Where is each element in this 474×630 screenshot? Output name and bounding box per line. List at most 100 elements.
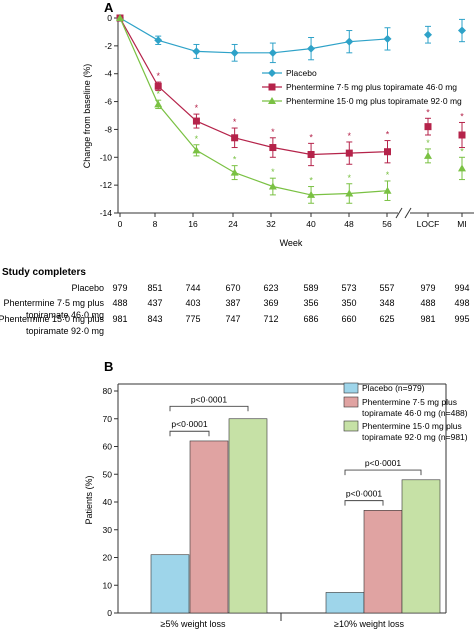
data-point bbox=[307, 151, 315, 158]
legend-bar-mid-swatch bbox=[343, 396, 359, 408]
legend-bar-placebo-label: Placebo (n=979) bbox=[362, 383, 425, 393]
data-point bbox=[345, 189, 354, 197]
data-point bbox=[424, 123, 432, 131]
significance-marker: * bbox=[233, 117, 237, 127]
data-point bbox=[384, 148, 391, 156]
series-line bbox=[119, 17, 388, 196]
p-value-label: p<0·0001 bbox=[346, 489, 382, 499]
significance-bracket bbox=[344, 500, 384, 506]
significance-bracket bbox=[169, 430, 210, 437]
data-point bbox=[231, 134, 239, 142]
x-tick-label: 56 bbox=[382, 219, 392, 229]
data-point bbox=[424, 30, 432, 39]
panel-a-legend: Placebo Phentermine 7·5 mg plus topirama… bbox=[262, 68, 462, 106]
x-tick-label: 0 bbox=[118, 219, 123, 229]
completers-row-label-2: topiramate 92·0 mg bbox=[26, 326, 104, 336]
legend-bar-high-label-2: topiramate 92·0 mg (n=981) bbox=[362, 432, 468, 442]
completers-cell: 437 bbox=[147, 298, 162, 308]
completers-cell: 488 bbox=[420, 298, 435, 308]
completers-cell: 775 bbox=[185, 314, 200, 324]
y-tick-label: -4 bbox=[104, 69, 112, 79]
completers-cell: 356 bbox=[303, 298, 318, 308]
x-tick-label: 16 bbox=[188, 219, 198, 229]
bar bbox=[150, 554, 190, 614]
data-point bbox=[345, 149, 353, 157]
p-value-label: p<0·0001 bbox=[365, 458, 401, 468]
panel-b-plot: p<0·0001 p<0·0001 p<0·0001 p<0·0001 bbox=[150, 394, 441, 614]
legend-high-label: Phentermine 15·0 mg plus topiramate 92·0… bbox=[286, 96, 462, 106]
data-point bbox=[458, 131, 466, 139]
significance-marker: * bbox=[195, 103, 199, 113]
completers-heading: Study completers bbox=[2, 267, 86, 278]
significance-bracket bbox=[344, 469, 422, 476]
completers-cell: 387 bbox=[225, 298, 240, 308]
legend-high-marker bbox=[268, 97, 276, 104]
y-tick-label: 0 bbox=[107, 608, 112, 618]
completers-row-label: Phentermine 15·0 mg plus bbox=[0, 314, 104, 324]
completers-cell: 995 bbox=[454, 314, 469, 324]
x-tick-label: 8 bbox=[153, 219, 158, 229]
completers-cell: 981 bbox=[420, 314, 435, 324]
completers-cell: 573 bbox=[341, 283, 356, 293]
legend-bar-mid-label-2: topiramate 46·0 mg (n=488) bbox=[362, 408, 468, 418]
data-point bbox=[192, 117, 200, 125]
completers-cell: 744 bbox=[185, 283, 200, 293]
significance-marker: * bbox=[460, 111, 464, 121]
completers-row-label: Placebo bbox=[71, 283, 104, 293]
panel-a-plot: * * * * * * * * * * * * * * * * * * bbox=[116, 14, 466, 204]
legend-placebo-marker bbox=[268, 69, 276, 77]
completers-cell: 557 bbox=[379, 283, 394, 293]
panel-a-axes: 0 -2 -4 -6 -8 -10 -12 -14 0 8 16 24 32 40 48 56 LOCF MI bbox=[100, 13, 474, 229]
category-label: ≥5% weight loss bbox=[161, 619, 226, 629]
legend-mid-marker bbox=[268, 83, 276, 91]
completers-cell: 979 bbox=[420, 283, 435, 293]
x-tick-label: LOCF bbox=[417, 219, 440, 229]
data-point bbox=[192, 146, 201, 154]
significance-marker: * bbox=[348, 173, 352, 183]
bar bbox=[189, 440, 229, 614]
completers-row-label-2: topiramate 46·0 mg bbox=[26, 310, 104, 320]
y-tick-label: 30 bbox=[103, 525, 113, 535]
completers-cell: 625 bbox=[379, 314, 394, 324]
significance-marker: * bbox=[233, 155, 237, 165]
significance-marker: * bbox=[156, 71, 160, 81]
y-tick-label: -14 bbox=[100, 208, 113, 218]
y-tick-label: 40 bbox=[103, 497, 113, 507]
completers-cell: 350 bbox=[341, 298, 356, 308]
bar bbox=[228, 418, 268, 614]
y-tick-label: 10 bbox=[103, 580, 113, 590]
data-point bbox=[345, 37, 354, 46]
legend-bar-placebo-swatch bbox=[343, 382, 359, 394]
data-point bbox=[154, 100, 163, 108]
data-point bbox=[307, 44, 316, 53]
data-point bbox=[458, 164, 466, 172]
completers-cell: 369 bbox=[263, 298, 278, 308]
y-tick-label: -10 bbox=[100, 152, 113, 162]
p-value-label: p<0·0001 bbox=[191, 394, 227, 404]
significance-marker: * bbox=[195, 134, 199, 144]
significance-marker: * bbox=[386, 170, 390, 180]
completers-cell: 623 bbox=[263, 283, 278, 293]
significance-marker: * bbox=[271, 167, 275, 177]
significance-marker: * bbox=[156, 89, 160, 99]
legend-mid-label: Phentermine 7·5 mg plus topiramate 46·0 … bbox=[286, 82, 457, 92]
data-point bbox=[269, 144, 277, 152]
category-label: ≥10% weight loss bbox=[334, 619, 404, 629]
completers-cell: 843 bbox=[147, 314, 162, 324]
panel-b-ylabel: Patients (%) bbox=[84, 475, 94, 524]
completers-cell: 979 bbox=[112, 283, 127, 293]
y-tick-label: 20 bbox=[103, 553, 113, 563]
completers-cell: 981 bbox=[112, 314, 127, 324]
y-tick-label: -8 bbox=[104, 124, 112, 134]
data-point bbox=[424, 151, 432, 159]
y-tick-label: -6 bbox=[104, 97, 112, 107]
legend-bar-mid-label: Phentermine 7·5 mg plus bbox=[362, 397, 457, 407]
series-line bbox=[119, 17, 388, 156]
completers-cell: 851 bbox=[147, 283, 162, 293]
completers-cell: 348 bbox=[379, 298, 394, 308]
data-point bbox=[458, 26, 466, 35]
completers-cell: 498 bbox=[454, 298, 469, 308]
bar bbox=[401, 479, 441, 614]
bar bbox=[325, 592, 365, 614]
panel-b-legend: Placebo (n=979) Phentermine 7·5 mg plus … bbox=[343, 382, 468, 442]
